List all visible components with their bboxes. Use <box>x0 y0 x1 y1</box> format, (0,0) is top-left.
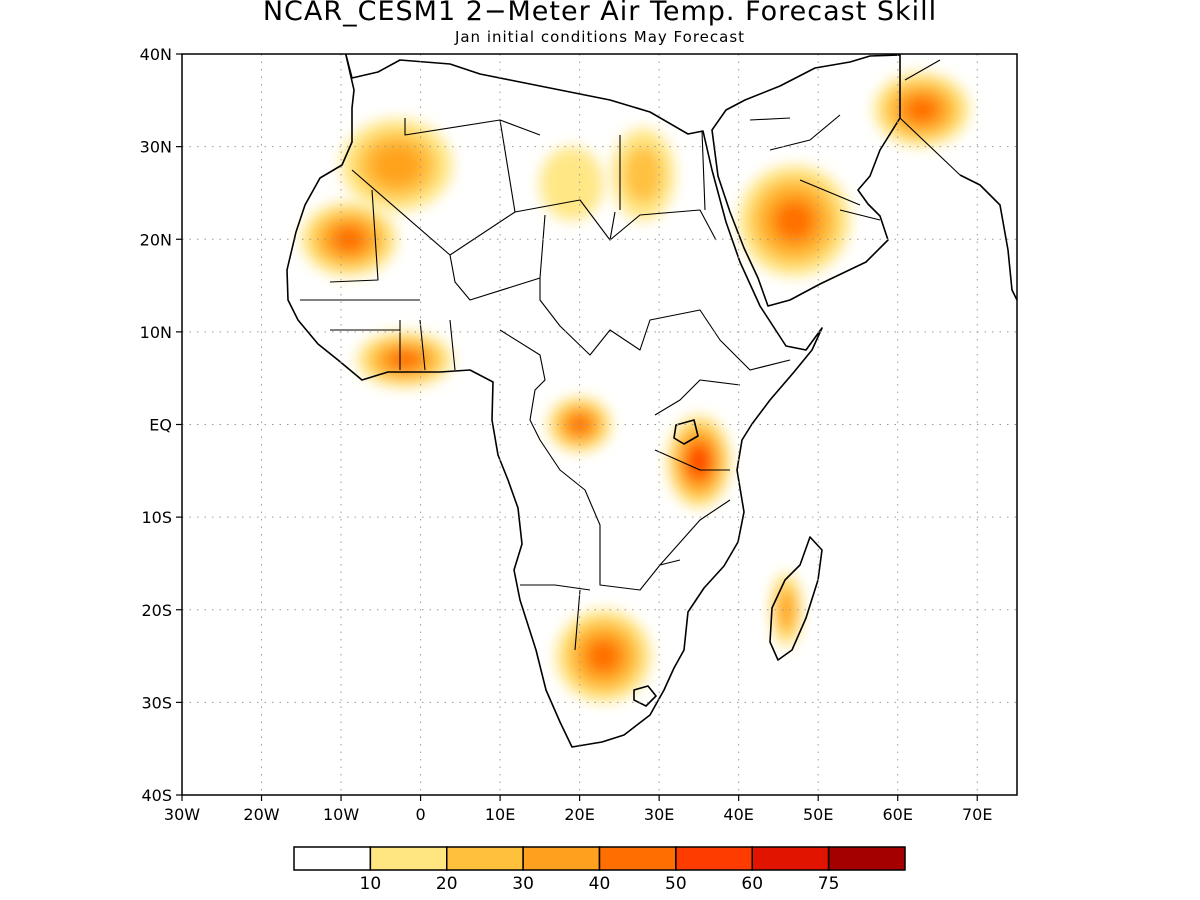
lon-tick-label: 40E <box>723 805 753 824</box>
skill-region-arabia <box>738 165 850 277</box>
skill-region-central-sahara <box>539 146 604 221</box>
lat-tick-label: 20N <box>140 230 172 249</box>
legend-label: 50 <box>665 874 687 894</box>
latitude-axis-labels: 40N 30N 20N 10N EQ 10S 20S 30S 40S <box>140 45 182 805</box>
border-lines <box>300 59 961 651</box>
lon-tick-label: 30W <box>164 805 200 824</box>
map-subtitle: Jan initial conditions May Forecast <box>454 28 746 46</box>
lat-tick-label: 10N <box>140 323 172 342</box>
legend-swatch <box>751 846 830 871</box>
lon-tick-label: 20W <box>243 805 279 824</box>
map-title: NCAR_CESM1 2−Meter Air Temp. Forecast Sk… <box>262 0 938 27</box>
lon-tick-label: 0 <box>415 805 425 824</box>
lon-tick-label: 70E <box>962 805 992 824</box>
skill-region-guinea-coast <box>356 331 453 388</box>
lat-tick-label: 40S <box>141 786 172 805</box>
lat-tick-label: 30N <box>140 138 172 157</box>
coastline-layer <box>286 54 1017 748</box>
lon-tick-label: 10W <box>323 805 359 824</box>
arabia-coastline <box>711 54 901 307</box>
lon-tick-label: 10E <box>485 805 515 824</box>
lat-tick-label: 30S <box>141 693 172 712</box>
legend-swatch <box>827 846 906 871</box>
lon-tick-label: 60E <box>882 805 912 824</box>
legend-swatch <box>522 846 601 871</box>
country-borders-layer <box>300 59 961 651</box>
legend-swatch <box>598 846 677 871</box>
lat-tick-label: 20S <box>141 601 172 620</box>
skill-region-iran-afghanistan <box>873 72 970 147</box>
madagascar-coastline <box>769 536 823 661</box>
lat-tick-label: 10S <box>141 508 172 527</box>
legend-swatch <box>369 846 448 871</box>
legend-label: 75 <box>818 874 840 894</box>
legend-label: 20 <box>436 874 458 894</box>
legend-swatch <box>675 846 753 871</box>
skill-shading-layer <box>301 72 970 703</box>
legend-swatch <box>293 846 372 871</box>
legend-swatch <box>446 846 524 871</box>
legend-label: 30 <box>512 874 534 894</box>
india-coastline <box>959 174 1017 301</box>
skill-region-libya-egypt <box>611 128 676 221</box>
lon-tick-label: 30E <box>644 805 674 824</box>
skill-region-madagascar <box>770 572 803 647</box>
lat-tick-label: 40N <box>140 45 172 64</box>
legend-label: 40 <box>589 874 611 894</box>
legend-label: 10 <box>360 874 382 894</box>
skill-region-east-africa <box>667 415 731 508</box>
color-legend: 10 20 30 40 50 60 75 <box>293 846 906 894</box>
skill-region-nw-sahara <box>341 118 453 212</box>
longitude-axis-labels: 30W 20W 10W 0 10E 20E 30E 40E 50E 60E 70E <box>164 795 992 824</box>
skill-region-mauritania <box>301 202 397 277</box>
lake-victoria-outline <box>673 419 699 445</box>
legend-label: 60 <box>741 874 763 894</box>
lat-tick-label: EQ <box>149 416 172 435</box>
lon-tick-label: 50E <box>803 805 833 824</box>
lesotho-outline <box>633 685 657 707</box>
africa-coastline <box>286 54 823 748</box>
lon-tick-label: 20E <box>564 805 594 824</box>
